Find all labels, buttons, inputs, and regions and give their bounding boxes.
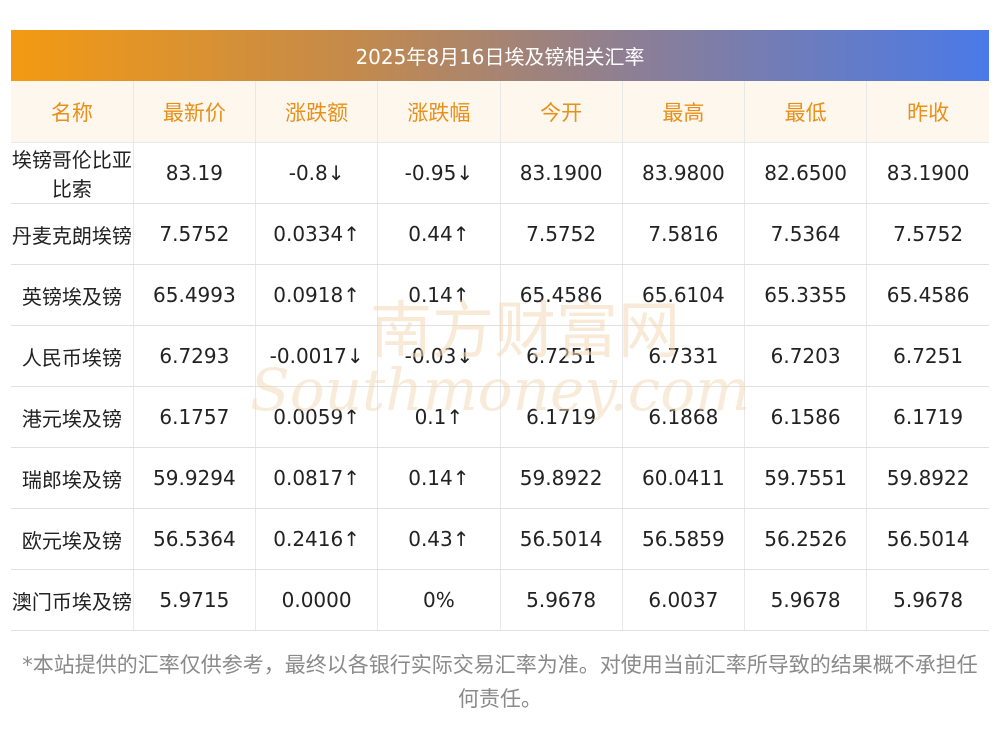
table-header-row: 名称 最新价 涨跌额 涨跌幅 今开 最高 最低 昨收 <box>11 81 989 143</box>
cell-change: 0.2416↑ <box>255 508 379 570</box>
exchange-rate-table: 名称 最新价 涨跌额 涨跌幅 今开 最高 最低 昨收 埃镑哥伦比亚比索 83.19… <box>11 81 989 631</box>
cell-latest: 6.1757 <box>133 386 257 448</box>
cell-low: 5.9678 <box>744 569 868 631</box>
cell-low: 82.6500 <box>744 142 868 204</box>
table-row: 澳门币埃及镑 5.9715 0.0000 0% 5.9678 6.0037 5.9678 5.… <box>11 569 989 631</box>
cell-latest: 56.5364 <box>133 508 257 570</box>
cell-name: 埃镑哥伦比亚比索 <box>11 142 134 204</box>
cell-change: 0.0059↑ <box>255 386 379 448</box>
column-header-change-pct: 涨跌幅 <box>377 81 501 143</box>
table-row: 人民币埃镑 6.7293 -0.0017↓ -0.03↓ 6.7251 6.7331 6.7… <box>11 325 989 387</box>
cell-high: 65.6104 <box>622 264 746 326</box>
table-title: 2025年8月16日埃及镑相关汇率 <box>11 30 989 81</box>
cell-open: 83.1900 <box>500 142 623 204</box>
cell-pct: 0.1↑ <box>377 386 501 448</box>
cell-open: 65.4586 <box>500 264 623 326</box>
column-header-prev-close: 昨收 <box>866 81 989 143</box>
cell-change: -0.0017↓ <box>255 325 379 387</box>
column-header-open: 今开 <box>500 81 623 143</box>
column-header-change: 涨跌额 <box>255 81 379 143</box>
cell-change: 0.0918↑ <box>255 264 379 326</box>
cell-name: 澳门币埃及镑 <box>11 569 134 631</box>
cell-high: 7.5816 <box>622 203 746 265</box>
cell-latest: 83.19 <box>133 142 257 204</box>
table-row: 欧元埃及镑 56.5364 0.2416↑ 0.43↑ 56.5014 56.5859 56… <box>11 508 989 570</box>
table-row: 瑞郎埃及镑 59.9294 0.0817↑ 0.14↑ 59.8922 60.0411 59… <box>11 447 989 509</box>
cell-low: 65.3355 <box>744 264 868 326</box>
cell-open: 6.7251 <box>500 325 623 387</box>
cell-low: 7.5364 <box>744 203 868 265</box>
cell-low: 59.7551 <box>744 447 868 509</box>
cell-high: 6.1868 <box>622 386 746 448</box>
cell-high: 60.0411 <box>622 447 746 509</box>
cell-high: 6.7331 <box>622 325 746 387</box>
cell-name: 英镑埃及镑 <box>11 264 134 326</box>
cell-prev: 56.5014 <box>866 508 989 570</box>
disclaimer-footnote: *本站提供的汇率仅供参考，最终以各银行实际交易汇率为准。对使用当前汇率所导致的结… <box>22 653 978 711</box>
cell-change: -0.8↓ <box>255 142 379 204</box>
cell-latest: 65.4993 <box>133 264 257 326</box>
cell-pct: 0.14↑ <box>377 264 501 326</box>
cell-prev: 7.5752 <box>866 203 989 265</box>
cell-change: 0.0334↑ <box>255 203 379 265</box>
cell-latest: 6.7293 <box>133 325 257 387</box>
cell-prev: 6.1719 <box>866 386 989 448</box>
cell-high: 56.5859 <box>622 508 746 570</box>
cell-name: 人民币埃镑 <box>11 325 134 387</box>
column-header-latest: 最新价 <box>133 81 257 143</box>
cell-pct: -0.03↓ <box>377 325 501 387</box>
cell-prev: 5.9678 <box>866 569 989 631</box>
cell-open: 5.9678 <box>500 569 623 631</box>
column-header-name: 名称 <box>11 81 134 143</box>
cell-name: 欧元埃及镑 <box>11 508 134 570</box>
cell-prev: 83.1900 <box>866 142 989 204</box>
cell-name: 瑞郎埃及镑 <box>11 447 134 509</box>
column-header-high: 最高 <box>622 81 746 143</box>
cell-open: 6.1719 <box>500 386 623 448</box>
table-row: 英镑埃及镑 65.4993 0.0918↑ 0.14↑ 65.4586 65.6104 65… <box>11 264 989 326</box>
cell-open: 7.5752 <box>500 203 623 265</box>
cell-name: 港元埃及镑 <box>11 386 134 448</box>
cell-pct: -0.95↓ <box>377 142 501 204</box>
cell-high: 6.0037 <box>622 569 746 631</box>
cell-low: 56.2526 <box>744 508 868 570</box>
cell-pct: 0% <box>377 569 501 631</box>
cell-pct: 0.43↑ <box>377 508 501 570</box>
table-row: 埃镑哥伦比亚比索 83.19 -0.8↓ -0.95↓ 83.1900 83.9800 82… <box>11 142 989 204</box>
cell-open: 56.5014 <box>500 508 623 570</box>
cell-pct: 0.44↑ <box>377 203 501 265</box>
cell-prev: 6.7251 <box>866 325 989 387</box>
table-row: 港元埃及镑 6.1757 0.0059↑ 0.1↑ 6.1719 6.1868 6.1586… <box>11 386 989 448</box>
cell-low: 6.7203 <box>744 325 868 387</box>
cell-change: 0.0000 <box>255 569 379 631</box>
cell-high: 83.9800 <box>622 142 746 204</box>
cell-latest: 59.9294 <box>133 447 257 509</box>
cell-pct: 0.14↑ <box>377 447 501 509</box>
cell-latest: 5.9715 <box>133 569 257 631</box>
cell-name: 丹麦克朗埃镑 <box>11 203 134 265</box>
table-row: 丹麦克朗埃镑 7.5752 0.0334↑ 0.44↑ 7.5752 7.5816 7.53… <box>11 203 989 265</box>
cell-open: 59.8922 <box>500 447 623 509</box>
cell-prev: 59.8922 <box>866 447 989 509</box>
cell-latest: 7.5752 <box>133 203 257 265</box>
cell-change: 0.0817↑ <box>255 447 379 509</box>
column-header-low: 最低 <box>744 81 868 143</box>
cell-low: 6.1586 <box>744 386 868 448</box>
cell-prev: 65.4586 <box>866 264 989 326</box>
